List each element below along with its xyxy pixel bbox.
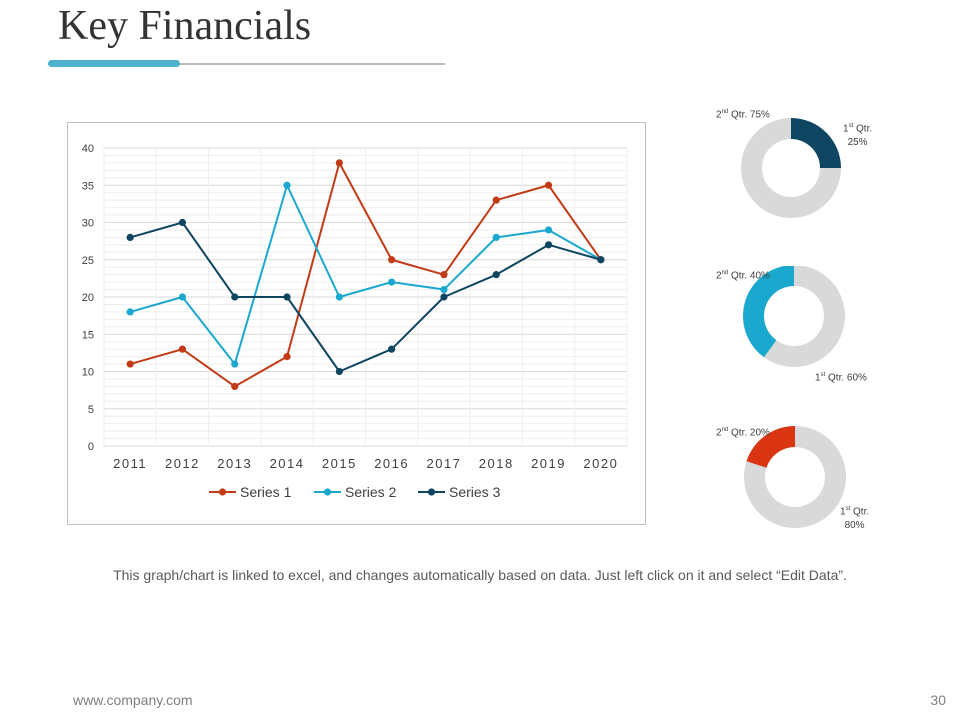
series-3-point[interactable] (544, 241, 553, 249)
y-tick-label: 40 (82, 143, 94, 155)
series-2-line[interactable] (129, 184, 602, 366)
title-underline-accent (48, 60, 180, 67)
series-2-point[interactable] (126, 308, 134, 316)
series-2-point[interactable] (492, 233, 500, 241)
slide-title: Key Financials (58, 3, 312, 49)
series-2-point[interactable] (231, 360, 239, 368)
series-3-point[interactable] (388, 345, 396, 353)
series-2-point[interactable] (283, 181, 291, 189)
series-3-point[interactable] (440, 293, 448, 301)
legend-label-series-2[interactable]: Series 2 (345, 484, 397, 500)
line-chart-frame[interactable] (67, 122, 646, 525)
x-tick-label: 2014 (270, 456, 305, 471)
x-tick-label: 2020 (583, 456, 618, 471)
series-1-point[interactable] (544, 181, 553, 189)
legend-marker-series-1 (218, 488, 227, 496)
legend-label-series-1[interactable]: Series 1 (240, 484, 292, 500)
donut-3-label-q2: 2nd Qtr. 20% (716, 427, 770, 439)
page-number: 30 (930, 692, 946, 708)
donut-3-highlight-slice[interactable] (746, 426, 795, 468)
legend-marker-series-3 (427, 488, 436, 496)
series-3-point[interactable] (178, 218, 187, 227)
series-1-line[interactable] (129, 161, 602, 388)
donut-1-highlight-slice[interactable] (791, 118, 841, 168)
series-2-point[interactable] (440, 285, 448, 294)
series-3-point[interactable] (231, 293, 239, 301)
series-1-point[interactable] (388, 256, 396, 264)
series-2-point[interactable] (388, 278, 396, 286)
series-3-point[interactable] (283, 293, 291, 301)
series-3-point[interactable] (126, 233, 134, 241)
x-tick-label: 2015 (322, 456, 357, 471)
y-tick-label: 0 (88, 441, 94, 453)
series-1-point[interactable] (440, 271, 448, 279)
series-1-point[interactable] (492, 196, 500, 204)
donut-chart-2[interactable] (730, 266, 860, 376)
donut-2-label-q1: 1st Qtr. 60% (815, 372, 867, 384)
donut-chart-1[interactable] (730, 113, 850, 223)
donut-1-label-q1: 1st Qtr. 25% (843, 123, 873, 149)
donut-1-track-slice[interactable] (741, 118, 841, 218)
y-tick-label: 15 (82, 329, 94, 341)
y-tick-label: 35 (82, 180, 94, 192)
title-underline (48, 63, 445, 65)
y-tick-label: 30 (82, 218, 94, 230)
series-2-point[interactable] (178, 293, 187, 301)
series-2-point[interactable] (544, 226, 553, 234)
x-tick-label: 2011 (113, 456, 147, 471)
chart-caption: This graph/chart is linked to excel, and… (113, 567, 847, 583)
line-chart[interactable]: 0 5 10 15 20 25 30 35 40 2011 2012 2013 2014 2015 2016… (67, 122, 646, 525)
footer-url[interactable]: www.company.com (73, 692, 193, 708)
series-3-point[interactable] (597, 256, 605, 264)
y-tick-label: 5 (88, 404, 94, 416)
series-1-point[interactable] (178, 345, 187, 353)
donut-3-label-q1: 1st Qtr. 80% (840, 506, 870, 532)
y-tick-label: 20 (82, 292, 94, 304)
x-tick-label: 2012 (165, 456, 200, 471)
series-3-point[interactable] (335, 367, 343, 376)
x-tick-label: 2017 (426, 456, 461, 471)
series-1-point[interactable] (283, 353, 291, 361)
donut-2-track-slice[interactable] (764, 266, 845, 367)
donut-2-label-q2: 2nd Qtr. 40% (716, 270, 770, 282)
series-3-line[interactable] (129, 221, 602, 373)
series-1-point[interactable] (231, 382, 239, 390)
y-tick-label: 10 (82, 367, 94, 379)
series-1-point[interactable] (126, 360, 134, 368)
x-tick-label: 2013 (217, 456, 252, 471)
series-3-point[interactable] (492, 271, 500, 279)
series-2-point[interactable] (335, 293, 343, 301)
x-tick-label: 2018 (479, 456, 514, 471)
donut-1-label-q2: 2nd Qtr. 75% (716, 109, 770, 121)
x-tick-label: 2016 (374, 456, 409, 471)
y-tick-label: 25 (82, 255, 94, 267)
donut-chart-3[interactable] (730, 422, 860, 532)
series-1-point[interactable] (335, 159, 343, 167)
donut-3-track-slice[interactable] (744, 426, 846, 528)
legend-marker-series-2 (323, 488, 332, 496)
donut-2-highlight-slice[interactable] (743, 266, 794, 358)
x-tick-label: 2019 (531, 456, 566, 471)
legend-label-series-3[interactable]: Series 3 (449, 484, 501, 500)
